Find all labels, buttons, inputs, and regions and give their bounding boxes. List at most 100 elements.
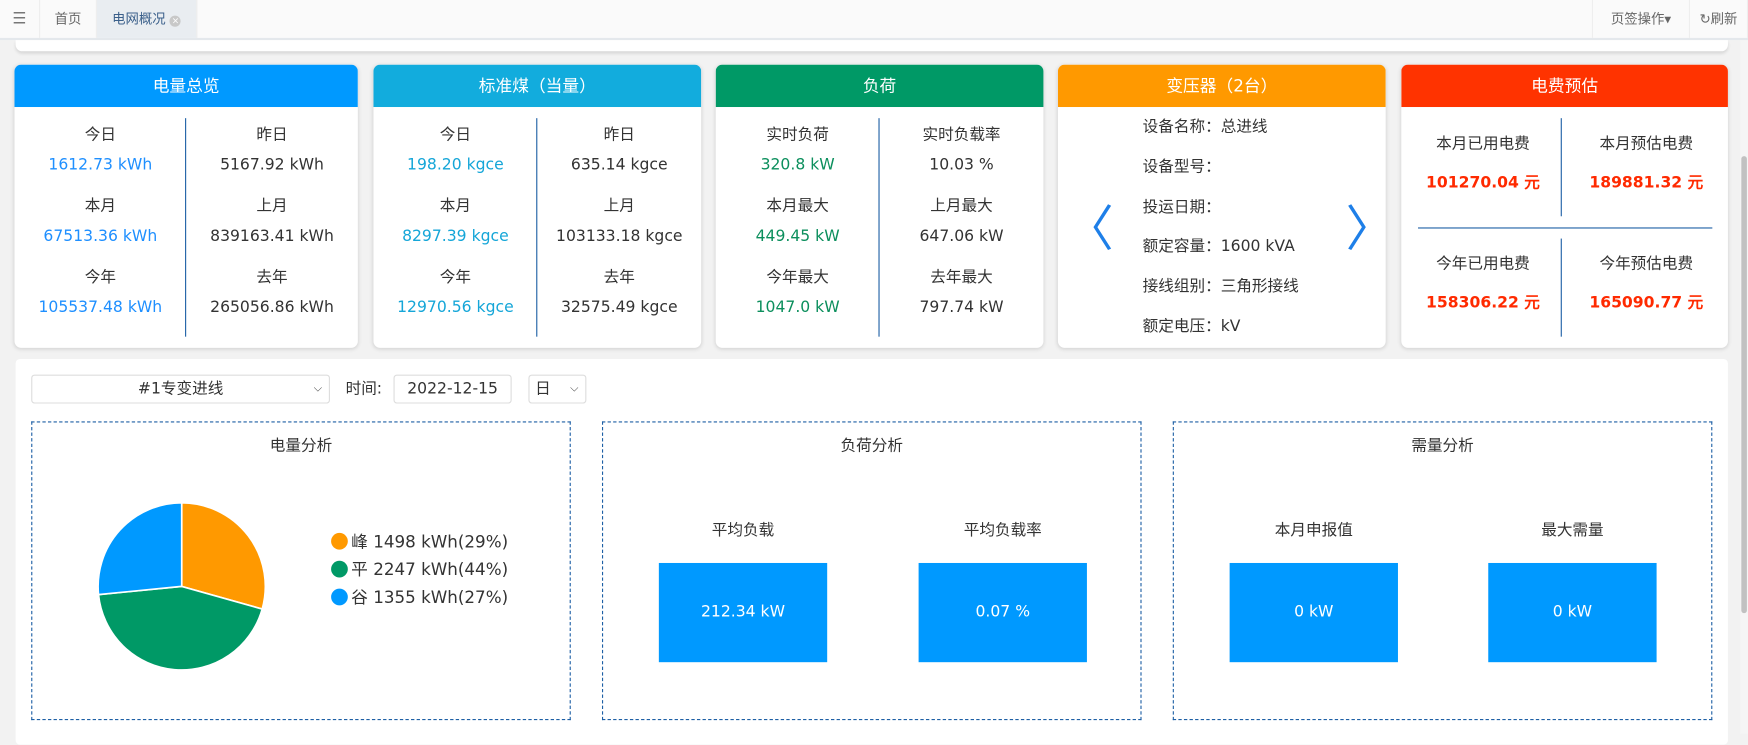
- avg-load-rate-value: 0.07 %: [918, 562, 1087, 663]
- tab-bar: [0, 0, 1748, 41]
- chevron-down-icon: ⌵: [313, 382, 323, 395]
- legend-dot-icon: [331, 532, 348, 550]
- stat-label: 今日: [84, 125, 116, 144]
- transformer-info-row: 设备型号：: [1142, 158, 1221, 176]
- stat-value: 101270.04 元: [1426, 173, 1540, 192]
- card-header: 电量总览: [14, 64, 358, 108]
- stat-value: 839163.41 kWh: [210, 227, 334, 246]
- stat-label: 今年最大: [766, 268, 829, 287]
- stat-value: 449.45 kW: [755, 227, 840, 246]
- card-header: 负荷: [715, 64, 1044, 108]
- stat-label: 今日: [439, 125, 472, 144]
- chevron-down-icon: ⌵: [570, 382, 579, 395]
- date-input[interactable]: 2022-12-15: [393, 374, 512, 404]
- stat-value: 198.20 kgce: [407, 156, 504, 174]
- divider: [1418, 227, 1713, 229]
- top-panel: [15, 40, 1728, 52]
- divider: [1560, 238, 1562, 337]
- stat-label: 今年: [439, 268, 472, 287]
- stat-value: 635.14 kgce: [570, 156, 668, 174]
- stat-label: 今年预估电费: [1599, 255, 1694, 274]
- line-select[interactable]: #1专变进线 ⌵: [31, 374, 330, 404]
- hamburger-icon[interactable]: ☰: [0, 0, 41, 38]
- divider: [878, 118, 880, 337]
- stat-value: 189881.32 元: [1589, 173, 1704, 192]
- pie-slice-谷[interactable]: [97, 501, 183, 596]
- box-title: 负荷分析: [840, 437, 903, 455]
- fee-estimate-card: 电费预估 本月已用电费 101270.04 元 本月预估电费 189881.32 元今…: [1401, 64, 1728, 348]
- refresh-button[interactable]: ↻刷新: [1690, 0, 1748, 38]
- demand-analysis-box: 需量分析 本月申报值 最大需量 0 kW 0 kW: [1172, 421, 1713, 721]
- period-select[interactable]: 日 ⌵: [528, 374, 587, 404]
- transformer-info-row: 投运日期：: [1142, 197, 1221, 216]
- legend-label: 谷 1355 kWh(27%): [351, 587, 509, 608]
- stat-value: 105537.48 kWh: [38, 298, 163, 317]
- tab-home[interactable]: 首页: [40, 0, 97, 38]
- pie-slice-平[interactable]: [97, 585, 264, 671]
- max-demand-label: 最大需量: [1541, 521, 1604, 540]
- refresh-icon: ↻: [1699, 11, 1711, 27]
- stat-label: 上月: [256, 197, 288, 216]
- legend-item[interactable]: 平 2247 kWh(44%): [331, 557, 508, 580]
- stat-label: 上月: [603, 197, 635, 216]
- transformer-info-row: 额定容量：1600 kVA: [1142, 237, 1295, 256]
- stat-value: 158306.22 元: [1426, 294, 1540, 313]
- pie-slice-峰[interactable]: [180, 501, 267, 611]
- period-value: 日: [535, 380, 551, 398]
- stat-label: 本月最大: [766, 197, 829, 216]
- card-header: 变压器（2台）: [1057, 64, 1386, 108]
- stat-label: 本月: [84, 197, 116, 216]
- transformer-info-row: 接线组别：三角形接线: [1142, 277, 1299, 296]
- tab-operations-button[interactable]: 页签操作▾: [1591, 0, 1691, 38]
- analysis-panel: [15, 358, 1728, 745]
- avg-load-label: 平均负载: [711, 521, 775, 540]
- stat-label: 去年: [256, 268, 288, 287]
- load-card: 负荷 实时负荷 320.8 kW 实时负载率 10.03 % 本月最大 449.45 kW…: [715, 64, 1044, 348]
- line-select-value: #1专变进线: [137, 380, 224, 398]
- stat-label: 去年: [603, 268, 635, 287]
- card-header: 电费预估: [1401, 64, 1728, 108]
- close-icon[interactable]: ×: [169, 15, 182, 27]
- refresh-label: 刷新: [1710, 11, 1738, 27]
- box-title: 需量分析: [1411, 437, 1474, 455]
- divider: [185, 118, 187, 337]
- max-demand-value: 0 kW: [1488, 562, 1657, 663]
- stat-value: 5167.92 kWh: [220, 156, 324, 174]
- stat-value: 265056.86 kWh: [210, 298, 334, 317]
- stat-value: 8297.39 kgce: [402, 227, 509, 246]
- stat-value: 32575.49 kgce: [560, 298, 678, 317]
- scrollbar[interactable]: [1740, 40, 1748, 734]
- chevron-right-icon[interactable]: 〉: [1346, 205, 1386, 254]
- stat-label: 实时负荷: [766, 125, 829, 144]
- time-label: 时间:: [345, 380, 383, 398]
- stat-label: 本月预估电费: [1599, 134, 1694, 153]
- stat-label: 今年: [84, 268, 116, 287]
- legend-item[interactable]: 谷 1355 kWh(27%): [331, 585, 508, 608]
- stat-label: 本月: [439, 197, 472, 216]
- divider: [1560, 118, 1562, 217]
- stat-value: 12970.56 kgce: [397, 298, 514, 317]
- stat-label: 实时负载率: [922, 125, 1001, 144]
- energy-analysis-box: 电量分析 峰 1498 kWh(29%) 平 2247 kWh(44%) 谷 135…: [31, 421, 571, 721]
- avg-load-rate-label: 平均负载率: [963, 521, 1042, 540]
- tab-grid-overview[interactable]: 电网概况 ×: [96, 0, 198, 38]
- stat-value: 10.03 %: [929, 156, 994, 174]
- box-title: 电量分析: [269, 437, 333, 455]
- declared-demand-label: 本月申报值: [1274, 521, 1353, 540]
- transformer-info-row: 设备名称：总进线: [1142, 118, 1268, 137]
- energy-overview-card: 电量总览 今日 1612.73 kWh 昨日 5167.92 kWh 本月 67513.3…: [14, 64, 358, 348]
- transformer-info-row: 额定电压：kV: [1142, 317, 1241, 336]
- legend-dot-icon: [331, 560, 348, 578]
- stat-label: 昨日: [603, 125, 635, 144]
- chevron-left-icon[interactable]: 〈: [1064, 200, 1114, 258]
- tab-label: 电网概况: [112, 11, 166, 27]
- legend-label: 平 2247 kWh(44%): [351, 559, 509, 580]
- card-header: 标准煤（当量）: [373, 64, 702, 108]
- stat-label: 去年最大: [930, 268, 993, 287]
- stat-value: 103133.18 kgce: [556, 227, 683, 246]
- legend-item[interactable]: 峰 1498 kWh(29%): [331, 530, 508, 553]
- stat-value: 797.74 kW: [919, 298, 1004, 317]
- stat-value: 165090.77 元: [1589, 294, 1704, 313]
- scrollbar-thumb[interactable]: [1741, 156, 1747, 614]
- stat-value: 320.8 kW: [760, 156, 835, 174]
